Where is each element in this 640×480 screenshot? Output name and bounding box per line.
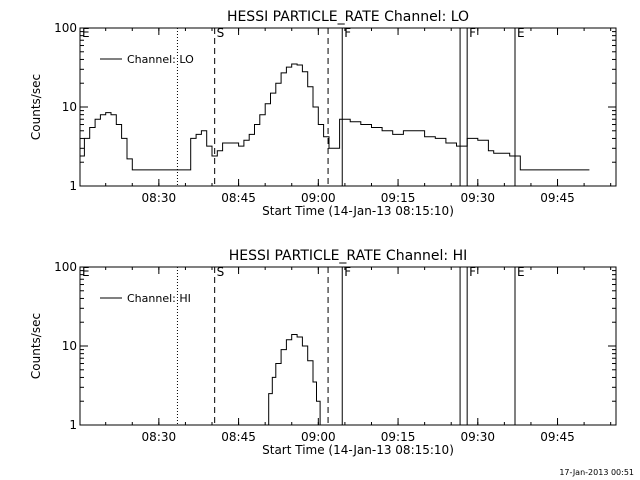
- chart1-x-tick-label: 09:30: [460, 191, 495, 205]
- chart1-y-tick-label: 10: [62, 100, 77, 114]
- chart1-x-tick-label: 08:45: [221, 191, 256, 205]
- chart2-annotation-label: F: [344, 265, 351, 279]
- chart1-annotation-label: S: [217, 26, 225, 40]
- chart1-x-tick-label: 09:45: [540, 191, 575, 205]
- footer-timestamp: 17-Jan-2013 00:51: [559, 468, 634, 477]
- chart1-annotation-label: F: [469, 26, 476, 40]
- chart2-x-tick-label: 09:30: [460, 430, 495, 444]
- chart2-y-tick-label: 100: [54, 260, 77, 274]
- chart2-x-tick-label: 09:45: [540, 430, 575, 444]
- chart1-series-line-1: [80, 63, 590, 171]
- chart2-x-axis-label: Start Time (14-Jan-13 08:15:10): [262, 443, 454, 457]
- chart1-y-tick-label: 1: [69, 179, 77, 193]
- chart2-title: HESSI PARTICLE_RATE Channel: HI: [229, 248, 467, 264]
- chart1-x-tick-label: 08:30: [142, 191, 177, 205]
- chart1-annotation-label: F: [344, 26, 351, 40]
- chart2-y-tick-label: 10: [62, 339, 77, 353]
- chart1-plot-frame: [79, 27, 617, 187]
- chart1-x-tick-label: 09:15: [381, 191, 416, 205]
- chart1-y-tick-label: 100: [54, 21, 77, 35]
- chart1-title: HESSI PARTICLE_RATE Channel: LO: [227, 9, 469, 25]
- chart2-plot-frame: [79, 266, 617, 426]
- chart2-annotation-label: E: [517, 265, 525, 279]
- chart2-y-axis-label: Counts/sec: [29, 313, 43, 379]
- chart1-y-axis-label: Counts/sec: [29, 74, 43, 140]
- chart2-annotation-label: S: [217, 265, 225, 279]
- chart2-x-tick-label: 09:00: [301, 430, 336, 444]
- chart1-annotation-label: E: [82, 26, 90, 40]
- chart2-series-line-1: [265, 334, 321, 425]
- chart2-annotation-label: E: [82, 265, 90, 279]
- chart1-x-tick-label: 09:00: [301, 191, 336, 205]
- chart2-x-tick-label: 08:30: [142, 430, 177, 444]
- chart2-annotation-label: F: [469, 265, 476, 279]
- chart2-x-tick-label: 08:45: [221, 430, 256, 444]
- chart2-legend-label: Channel: HI: [127, 292, 191, 305]
- chart1-x-axis-label: Start Time (14-Jan-13 08:15:10): [262, 204, 454, 218]
- chart1-legend-label: Channel: LO: [127, 53, 194, 66]
- chart1-annotation-label: E: [517, 26, 525, 40]
- chart2-x-tick-label: 09:15: [381, 430, 416, 444]
- chart2-y-tick-label: 1: [69, 418, 77, 432]
